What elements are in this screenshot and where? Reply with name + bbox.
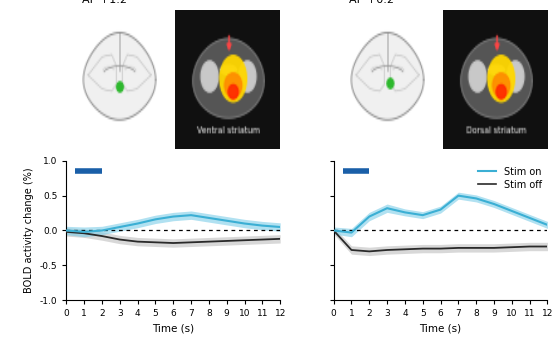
Y-axis label: BOLD activity change (%): BOLD activity change (%): [24, 168, 34, 293]
Text: AP +1.2: AP +1.2: [82, 0, 127, 5]
X-axis label: Time (s): Time (s): [152, 324, 194, 334]
X-axis label: Time (s): Time (s): [420, 324, 462, 334]
Text: AP +0.2: AP +0.2: [349, 0, 394, 5]
Legend: Stim on, Stim off: Stim on, Stim off: [474, 163, 545, 194]
